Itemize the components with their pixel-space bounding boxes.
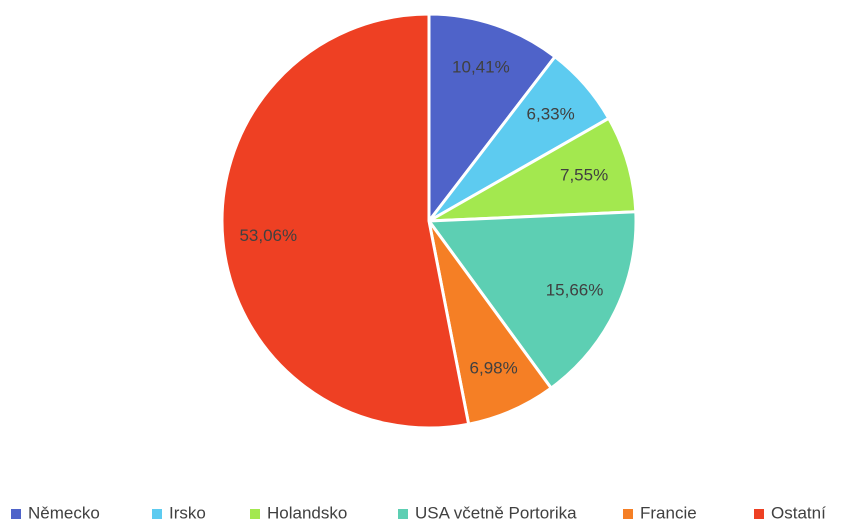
legend-swatch — [398, 509, 408, 519]
legend-swatch — [250, 509, 260, 519]
pie-slice — [220, 12, 471, 430]
legend-label: Irsko — [169, 503, 206, 522]
data-label: 7,55% — [560, 166, 608, 185]
legend-label: Holandsko — [267, 503, 347, 522]
data-label: 6,33% — [527, 104, 575, 123]
legend-swatch — [11, 509, 21, 519]
legend-swatch — [754, 509, 764, 519]
data-label: 10,41% — [452, 58, 510, 77]
data-label: 53,06% — [239, 226, 297, 245]
pie-slice — [427, 210, 638, 390]
legend-label: Ostatní — [771, 503, 826, 522]
legend-label: Francie — [640, 503, 697, 522]
legend-label: Německo — [28, 503, 100, 522]
legend-label: USA včetně Portorika — [415, 503, 577, 522]
data-label: 15,66% — [546, 280, 604, 299]
legend-swatch — [623, 509, 633, 519]
pie-slice — [427, 116, 638, 223]
pie-slice — [427, 12, 557, 223]
data-label: 6,98% — [470, 358, 518, 377]
legend-swatch — [152, 509, 162, 519]
